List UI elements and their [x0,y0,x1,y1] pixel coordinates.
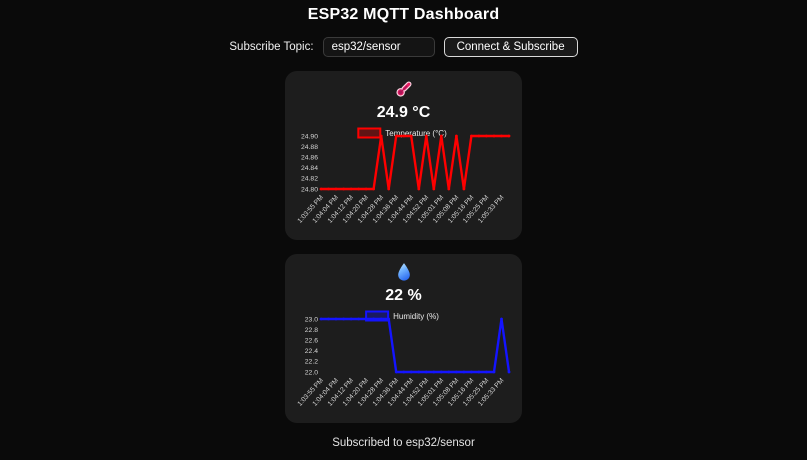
status-text: Subscribed to esp32/sensor [332,437,475,449]
temperature-card: 24.9 °C Temperature (°C) 24.90 24.88 24.86 2… [285,71,522,240]
humidity-card: 22 % Humidity (%) 23.0 22.8 22.6 22.4 22.2 22.… [285,254,522,423]
svg-text:24.86: 24.86 [300,155,317,162]
svg-text:22.4: 22.4 [304,348,317,355]
svg-text:24.80: 24.80 [300,186,317,193]
temperature-reading: 24.9 °C [376,104,431,121]
humidity-chart[interactable]: Humidity (%)23.022.822.622.422.222.01:03… [289,306,519,420]
svg-text:22.0: 22.0 [304,369,317,376]
svg-text:Temperature (°C): Temperature (°C) [385,129,447,138]
svg-text:22.6: 22.6 [304,338,317,345]
svg-text:24.88: 24.88 [300,144,317,151]
svg-text:24.82: 24.82 [300,176,317,183]
svg-text:23.0: 23.0 [304,316,317,323]
droplet-icon [285,261,522,283]
thermometer-icon [285,78,522,100]
connect-subscribe-button[interactable]: Connect & Subscribe [443,37,578,57]
svg-text:24.84: 24.84 [300,165,317,172]
page-title: ESP32 MQTT Dashboard [307,6,500,23]
subscribe-topic-input[interactable] [322,37,435,57]
temperature-chart[interactable]: Temperature (°C) 24.90 24.88 24.86 24.84 24.8… [289,123,519,237]
svg-text:Humidity (%): Humidity (%) [393,312,439,321]
subscribe-topic-label: Subscribe Topic: [229,41,314,53]
svg-text:22.2: 22.2 [304,359,317,366]
svg-text:22.8: 22.8 [304,327,317,334]
humidity-reading: 22 % [385,287,422,304]
svg-text:24.90: 24.90 [300,133,317,140]
subscribe-bar: Subscribe Topic: Connect & Subscribe [0,37,807,57]
